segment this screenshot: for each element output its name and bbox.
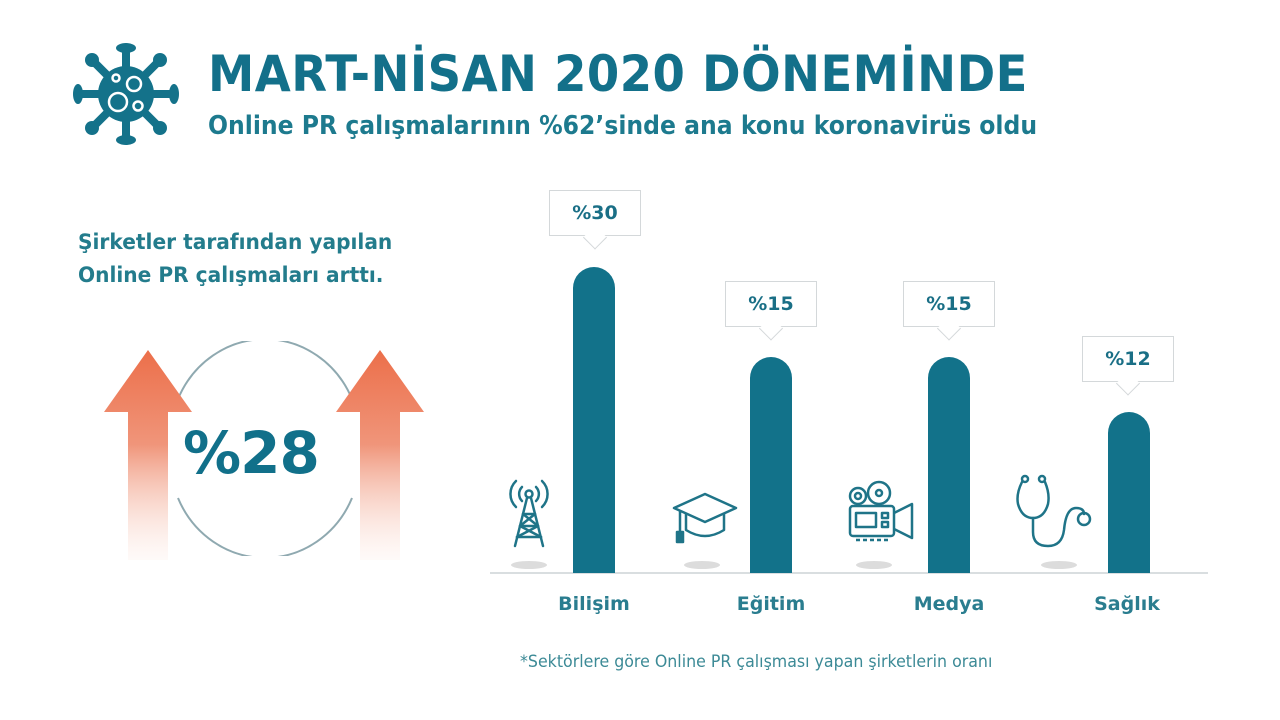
icon-shadow: [856, 561, 892, 569]
category-label-saglik: Sağlık: [1094, 593, 1160, 615]
value-callout: %15: [725, 281, 817, 327]
page-title: MART-NİSAN 2020 DÖNEMİNDE: [208, 45, 1028, 103]
increase-description: Şirketler tarafından yapılan Online PR ç…: [78, 226, 392, 292]
video-camera-icon: [848, 480, 914, 542]
arrow-up-icon: [104, 350, 192, 560]
bar-saglik: [1108, 412, 1150, 573]
value-callout: %30: [549, 190, 641, 236]
icon-shadow: [684, 561, 720, 569]
bar-egitim: [750, 357, 792, 573]
chart-baseline: [490, 572, 1208, 574]
increase-value: %28: [183, 419, 320, 487]
category-label-medya: Medya: [913, 593, 985, 615]
bar-medya: [928, 357, 970, 573]
page-subtitle: Online PR çalışmalarının %62’sinde ana k…: [208, 111, 1038, 141]
value-callout: %12: [1082, 336, 1174, 382]
category-label-bilisim: Bilişim: [558, 593, 630, 615]
bar-bilisim: [573, 267, 615, 573]
ring-decoration: [177, 341, 353, 556]
category-label-egitim: Eğitim: [736, 593, 806, 615]
arrow-up-icon: [336, 350, 424, 560]
radio-tower-icon: [509, 479, 549, 548]
value-callout: %15: [903, 281, 995, 327]
virus-icon: [73, 43, 179, 145]
icon-shadow: [511, 561, 547, 569]
icon-shadow: [1041, 561, 1077, 569]
chart-footnote: *Sektörlere göre Online PR çalışması yap…: [520, 652, 993, 672]
stethoscope-icon: [1016, 474, 1092, 548]
description-line-1: Şirketler tarafından yapılan: [78, 230, 393, 254]
description-line-2: Online PR çalışmaları arttı.: [78, 263, 384, 287]
graduation-cap-icon: [672, 492, 738, 544]
